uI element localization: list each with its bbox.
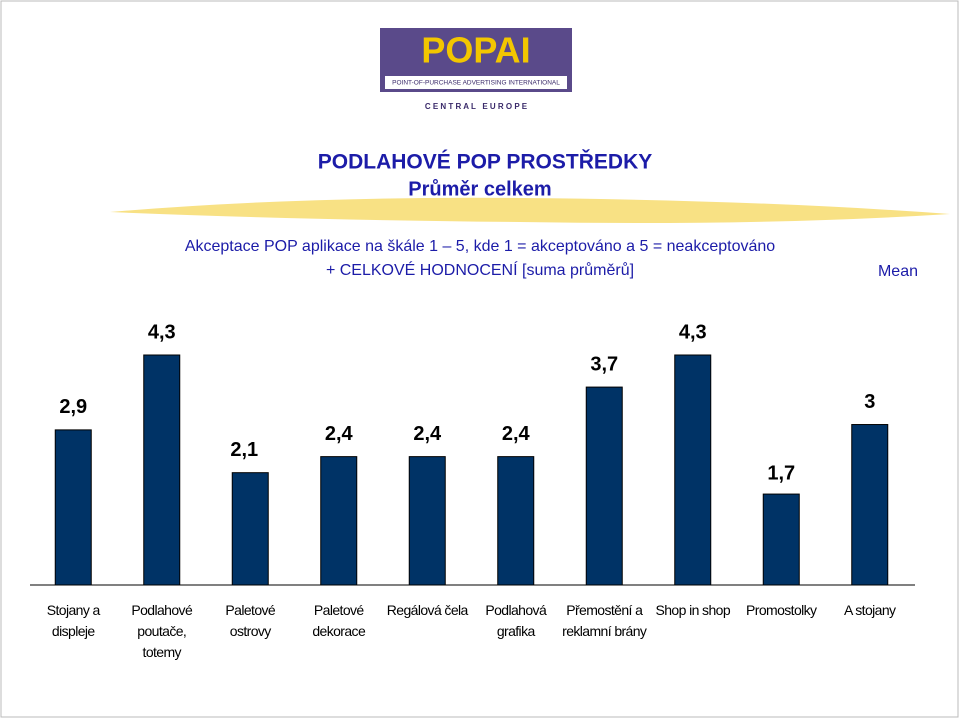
x-tick-label: Shop in shop	[655, 602, 731, 618]
value-label: 2,4	[502, 423, 531, 445]
x-tick-label: Paletové dekorace	[312, 602, 366, 639]
value-label: 4,3	[148, 321, 176, 343]
logo-strip	[385, 76, 567, 89]
logo-name: POPAI	[421, 30, 530, 71]
x-tick-label: A stojany	[844, 602, 896, 618]
logo-region: C E N T R A L E U R O P E	[425, 102, 528, 111]
description: Akceptace POP aplikace na škále 1 – 5, k…	[185, 238, 775, 255]
value-label: 3	[864, 391, 875, 413]
bar	[585, 386, 623, 586]
bar	[762, 493, 800, 586]
x-tick-label: Promostolky	[746, 602, 817, 618]
x-tick-label: Podlahové poutače, totemy	[131, 602, 193, 660]
value-label: 1,7	[767, 462, 795, 484]
value-label: 2,9	[59, 396, 87, 418]
legend-label: Mean	[878, 263, 918, 280]
x-tick-label: Přemostění a reklamní brány	[562, 602, 647, 639]
bar	[143, 354, 181, 586]
bar	[674, 354, 712, 586]
chart-title: PODLAHOVÉ POP PROSTŘEDKY	[318, 150, 653, 174]
x-tick-label: Stojany a displeje	[46, 602, 101, 639]
bar	[408, 456, 446, 586]
x-tick-label: Podlahová grafika	[485, 602, 547, 639]
x-tick-label: Regálová čela	[386, 602, 469, 618]
bar	[851, 424, 889, 586]
bar	[497, 456, 535, 586]
bar	[320, 456, 358, 586]
value-label: 3,7	[590, 353, 618, 375]
logo-tagline: POINT-OF-PURCHASE ADVERTISING INTERNATIO…	[392, 80, 560, 87]
chart-subtitle: Průměr celkem	[408, 178, 551, 200]
description: + CELKOVÉ HODNOCENÍ [suma průměrů]	[326, 260, 634, 279]
value-label: 4,3	[679, 321, 707, 343]
x-tick-label: Paletové ostrovy	[225, 602, 276, 639]
value-label: 2,1	[230, 439, 258, 461]
brush-stroke	[110, 197, 950, 223]
value-label: 2,4	[413, 423, 442, 445]
value-label: 2,4	[325, 423, 354, 445]
bar	[54, 429, 92, 586]
bar	[231, 472, 269, 586]
